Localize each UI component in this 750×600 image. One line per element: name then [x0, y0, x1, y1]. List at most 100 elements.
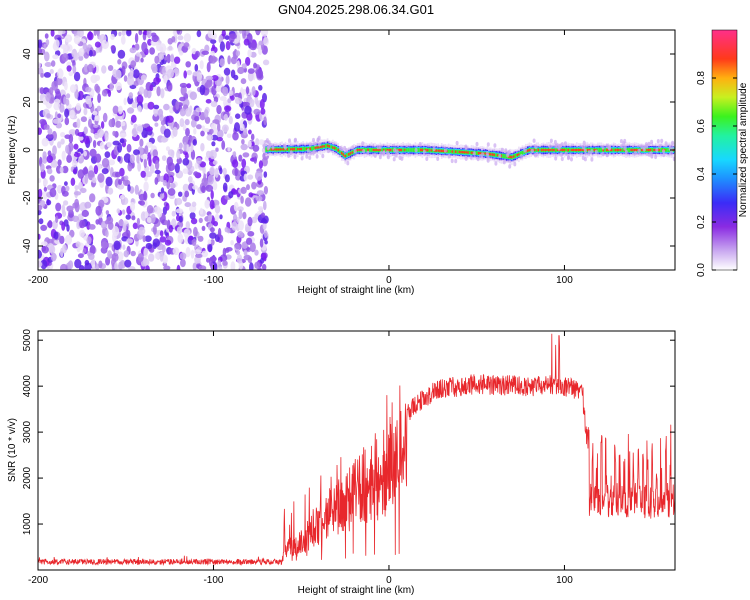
noise-blob — [153, 206, 161, 214]
noise-blob — [206, 134, 214, 141]
signal-fleck — [662, 149, 665, 154]
noise-blob — [117, 155, 121, 162]
signal-fleck — [645, 144, 649, 149]
signal-ridge-cell — [365, 148, 368, 152]
noise-blob — [102, 112, 108, 123]
noise-blob — [106, 141, 113, 148]
noise-blob — [204, 81, 211, 89]
noise-blob — [236, 254, 243, 264]
signal-fleck — [486, 158, 490, 163]
noise-blob — [217, 122, 221, 132]
noise-blob — [237, 66, 245, 75]
signal-ridge-cell — [569, 148, 571, 152]
signal-ridge-cell — [356, 148, 359, 151]
signal-ridge-cell — [583, 149, 585, 151]
signal-fleck — [455, 140, 459, 146]
noise-blob — [90, 128, 95, 134]
signal-ridge-cell — [648, 148, 650, 152]
signal-fleck — [469, 155, 473, 160]
noise-blob — [40, 163, 45, 173]
noise-blob — [110, 45, 116, 51]
noise-blob — [210, 101, 218, 108]
colorbar-tick-label: 0.4 — [696, 167, 707, 181]
signal-fleck — [670, 150, 673, 155]
noise-blob — [252, 144, 260, 152]
noise-blob — [215, 147, 219, 152]
signal-fleck — [582, 140, 586, 145]
noise-blob — [132, 69, 140, 79]
noise-blob — [207, 244, 213, 253]
noise-blob — [40, 241, 48, 246]
noise-blob — [93, 30, 97, 36]
noise-blob — [52, 54, 59, 60]
signal-fleck — [373, 153, 377, 158]
noise-blob — [228, 116, 233, 125]
signal-ridge-cell — [539, 148, 541, 152]
signal-ridge-cell — [344, 154, 346, 158]
signal-fleck — [266, 145, 270, 151]
noise-blob — [180, 85, 187, 96]
signal-ridge-cell — [411, 148, 413, 152]
x-tick-label: -200 — [28, 575, 48, 586]
noise-blob — [145, 242, 153, 250]
noise-blob — [238, 220, 244, 231]
noise-blob — [152, 149, 158, 158]
noise-blob — [199, 84, 206, 96]
noise-blob — [211, 134, 219, 141]
noise-blob — [159, 230, 164, 237]
noise-blob — [236, 31, 241, 42]
noise-blob — [244, 105, 252, 115]
noise-blob — [221, 140, 226, 150]
signal-ridge-cell — [641, 149, 643, 151]
colorbar-ticks: 0.0 0.2 0.4 0.6 0.8 — [696, 71, 737, 277]
signal-ridge-cell — [460, 151, 462, 154]
noise-blob — [247, 71, 254, 82]
noise-blob — [53, 102, 61, 111]
noise-blob — [73, 143, 79, 150]
signal-ridge-cell — [497, 154, 499, 157]
noise-blob — [127, 184, 131, 192]
noise-blob — [84, 201, 92, 209]
noise-blob — [120, 121, 126, 127]
signal-fleck — [346, 161, 350, 166]
noise-blob — [263, 200, 267, 211]
noise-blob — [78, 47, 85, 57]
signal-ridge-cell — [323, 145, 325, 148]
noise-blob — [94, 74, 101, 82]
signal-fleck — [605, 152, 609, 158]
noise-blob — [59, 166, 64, 174]
signal-ridge-cell — [567, 149, 569, 152]
signal-ridge-cell — [579, 148, 582, 152]
noise-blob — [57, 30, 63, 36]
noise-blob — [222, 167, 227, 176]
signal-fleck — [454, 158, 458, 164]
noise-blob — [113, 240, 121, 251]
noise-blob — [240, 195, 244, 204]
signal-ridge-cell — [295, 147, 297, 152]
noise-blob — [71, 48, 78, 58]
signal-ridge-cell — [321, 145, 324, 148]
noise-blob — [152, 113, 160, 122]
noise-blob — [163, 265, 171, 270]
noise-blob — [200, 130, 205, 137]
noise-blob — [192, 71, 200, 77]
noise-blob — [251, 181, 257, 190]
signal-fleck — [566, 155, 570, 161]
noise-blob — [60, 263, 68, 270]
noise-blob — [126, 238, 134, 244]
colorbar-tick-label: 0.6 — [696, 119, 707, 133]
noise-blob — [154, 160, 160, 170]
noise-blob — [65, 98, 70, 106]
signal-fleck — [619, 139, 623, 144]
colorbar-gradient — [711, 29, 738, 271]
signal-ridge-cell — [651, 148, 654, 153]
noise-blob — [153, 77, 160, 85]
noise-blob — [178, 142, 183, 150]
noise-blob — [234, 242, 241, 250]
noise-blob — [172, 247, 180, 256]
signal-ridge-cell — [630, 149, 632, 151]
signal-ridge-cell — [667, 148, 669, 152]
signal-ridge-cell — [386, 148, 389, 152]
